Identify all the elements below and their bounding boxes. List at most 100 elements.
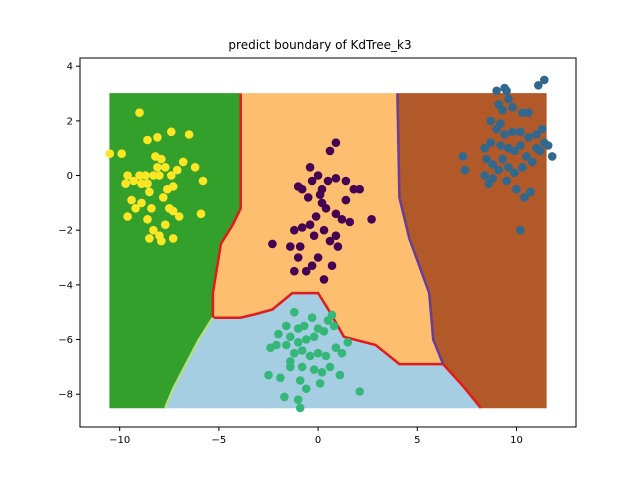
data-point (323, 316, 333, 325)
data-point (492, 86, 501, 96)
data-point (178, 157, 188, 167)
data-point (355, 387, 365, 396)
data-point (301, 384, 311, 394)
data-point (313, 171, 323, 180)
data-point (301, 266, 311, 276)
data-point (155, 171, 164, 180)
data-point (331, 231, 341, 240)
data-point (498, 105, 507, 115)
data-point (319, 275, 329, 284)
data-point (307, 176, 317, 186)
data-point (295, 376, 305, 385)
data-point (161, 163, 170, 172)
data-point (508, 127, 517, 137)
data-point (184, 130, 194, 139)
decision-boundary-2 (164, 317, 214, 409)
data-point (518, 163, 527, 172)
data-point (157, 236, 166, 246)
data-point (331, 209, 341, 219)
data-point (137, 198, 146, 208)
data-point (484, 179, 494, 188)
data-point (290, 307, 299, 317)
data-point (131, 204, 140, 213)
data-point (331, 138, 341, 147)
data-point (303, 193, 313, 202)
data-point (196, 209, 206, 219)
data-point (311, 212, 321, 221)
data-point (486, 138, 496, 147)
data-point (522, 152, 531, 161)
data-point (309, 332, 319, 342)
data-point (149, 171, 158, 180)
data-point (117, 149, 126, 158)
data-point (343, 338, 353, 347)
data-point (540, 75, 549, 85)
data-point (309, 365, 319, 374)
data-point (536, 146, 545, 156)
data-point (149, 225, 158, 235)
data-point (502, 176, 511, 186)
data-point (163, 184, 172, 194)
data-point (510, 168, 519, 178)
data-point (157, 154, 166, 164)
data-point (129, 176, 138, 186)
data-point (286, 332, 295, 342)
data-point (331, 174, 341, 183)
data-point (516, 141, 525, 150)
data-point (337, 348, 347, 358)
y-tick-label: 2 (67, 116, 73, 127)
data-point (153, 133, 162, 142)
data-point (524, 108, 533, 117)
data-point (496, 141, 505, 150)
data-point (502, 86, 511, 96)
data-point (307, 313, 317, 323)
data-point (286, 362, 295, 372)
data-point (121, 179, 130, 188)
data-point (319, 327, 329, 336)
data-point (486, 116, 496, 126)
data-point (143, 179, 152, 188)
data-point (516, 127, 525, 137)
data-point (492, 124, 501, 134)
data-point (135, 171, 144, 180)
data-point (307, 261, 317, 271)
data-point (198, 176, 208, 186)
data-point (482, 154, 492, 164)
x-tick-label: −10 (109, 435, 130, 446)
decision-boundaries (164, 93, 482, 409)
decision-boundary-1 (396, 93, 445, 365)
data-point (335, 370, 345, 380)
data-point (518, 108, 527, 117)
y-tick-label: −8 (58, 390, 73, 401)
data-point (137, 179, 146, 188)
data-point (190, 163, 200, 172)
data-point (297, 223, 307, 232)
data-point (526, 187, 535, 197)
data-point (145, 234, 154, 243)
data-point (498, 154, 507, 164)
data-point (512, 184, 521, 194)
x-tick-label: −5 (212, 435, 227, 446)
data-point (520, 193, 529, 202)
data-point (315, 379, 325, 388)
data-point (143, 215, 152, 224)
data-point (105, 149, 115, 158)
data-point (272, 340, 281, 350)
data-point (297, 362, 307, 372)
data-point (516, 225, 525, 235)
x-tick-label: 10 (510, 435, 523, 446)
y-tick-label: −4 (58, 280, 73, 291)
data-point (313, 348, 323, 358)
data-point (167, 127, 176, 137)
data-point (299, 321, 309, 331)
data-point (317, 368, 327, 377)
x-tick-label: 5 (414, 435, 420, 446)
data-point (282, 340, 291, 350)
data-point (345, 217, 355, 227)
data-point (290, 348, 299, 358)
data-point (323, 176, 333, 186)
data-point (325, 146, 335, 156)
data-point (313, 253, 323, 262)
data-point (174, 212, 184, 221)
